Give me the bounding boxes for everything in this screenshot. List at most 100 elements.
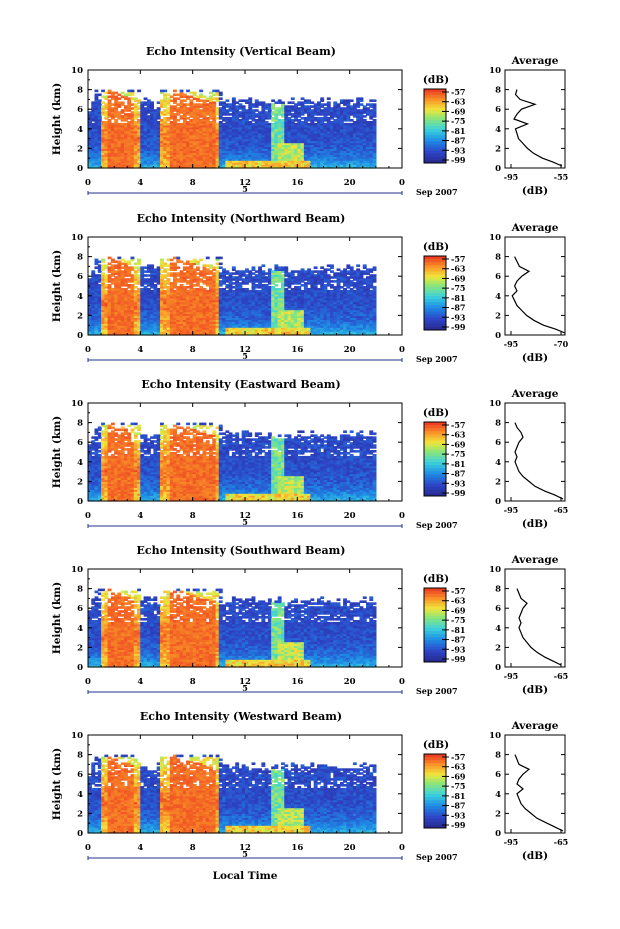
average-xlabel: (dB): [522, 185, 548, 197]
colorbar-tick-label: -75: [451, 116, 465, 126]
y-tick-label: 0: [77, 164, 83, 174]
heatmap-cells: [88, 422, 377, 502]
x-tick-label: 4: [137, 843, 143, 853]
colorbar-segment: [424, 655, 446, 660]
colorbar-segment: [424, 480, 446, 485]
y-tick-label: 4: [77, 458, 83, 468]
avg-y-tick-label: 0: [495, 829, 501, 839]
date-label: Sep 2007: [416, 354, 458, 364]
colorbar-segment: [424, 126, 446, 130]
colorbar-segment: [424, 104, 446, 108]
colorbar-segment: [424, 760, 446, 764]
colorbar-segment: [424, 311, 446, 316]
colorbar-segment: [424, 600, 446, 604]
colorbar-segment: [424, 652, 446, 657]
colorbar-segment: [424, 286, 446, 291]
y-axis-label: Height (km): [51, 582, 63, 654]
y-tick-label: 6: [77, 105, 83, 115]
colorbar-segment: [424, 159, 446, 164]
avg-y-tick-label: 6: [495, 438, 501, 448]
colorbar-tick-label: -99: [451, 820, 466, 830]
colorbar-segment: [424, 305, 446, 309]
avg-y-tick-label: 8: [495, 86, 501, 96]
colorbar-segment: [424, 803, 446, 807]
colorbar-tick-label: -87: [451, 303, 465, 313]
colorbar-segment: [424, 612, 446, 617]
colorbar-segment: [424, 92, 446, 96]
colorbar-segment: [424, 449, 446, 454]
colorbar-segment: [424, 101, 446, 105]
colorbar-segment: [424, 302, 446, 306]
colorbar-segment: [424, 317, 446, 322]
avg-y-tick-label: 10: [489, 399, 501, 409]
colorbar-segment: [424, 821, 446, 826]
avg-y-tick-label: 4: [495, 292, 501, 302]
avg-x-tick-label: -95: [504, 505, 518, 515]
colorbar-segment: [424, 431, 446, 435]
colorbar-unit: (dB): [423, 241, 449, 253]
colorbar-segment: [424, 609, 446, 614]
avg-y-tick-label: 4: [495, 125, 501, 135]
colorbar-segment: [424, 754, 446, 758]
average-xlabel: (dB): [522, 850, 548, 862]
panel-1: Echo Intensity (Northward Beam)0 4 8 12 16 20…: [51, 212, 569, 364]
colorbar-segment: [424, 812, 446, 817]
colorbar-frame: [423, 421, 447, 497]
avg-x-tick-label: -95: [504, 172, 518, 182]
date-label: Sep 2007: [416, 686, 458, 696]
colorbar-segment: [424, 422, 446, 426]
x-tick-label: 16: [291, 178, 303, 188]
colorbar-tick-label: -93: [451, 478, 466, 488]
colorbar-tick-label: -81: [451, 126, 465, 136]
y-tick-label: 2: [77, 643, 83, 653]
avg-y-tick-label: 6: [495, 770, 501, 780]
y-tick-label: 8: [77, 751, 83, 761]
colorbar-segment: [424, 646, 446, 651]
colorbar-segment: [424, 658, 446, 663]
avg-y-tick-label: 0: [495, 663, 501, 673]
y-tick-label: 8: [77, 253, 83, 263]
avg-y-tick-label: 0: [495, 331, 501, 341]
colorbar-segment: [424, 775, 446, 780]
colorbar-tick-label: -81: [451, 625, 465, 635]
x-tick-label: 20: [344, 843, 356, 853]
colorbar-segment: [424, 618, 446, 623]
colorbar-tick-label: -93: [451, 312, 466, 322]
average-title: Average: [511, 388, 559, 400]
colorbar-tick-label: -57: [451, 752, 465, 762]
x-tick-label: 0: [85, 843, 91, 853]
average-profile-line: [516, 588, 562, 666]
average-title: Average: [511, 222, 559, 234]
colorbar-segment: [424, 425, 446, 429]
x-tick-label: 16: [291, 677, 303, 687]
y-tick-label: 0: [77, 663, 83, 673]
heatmap-cells: [88, 754, 377, 834]
colorbar-segment: [424, 268, 446, 272]
colorbar-segment: [424, 308, 446, 312]
average-frame: [504, 734, 566, 834]
colorbar-segment: [424, 144, 446, 149]
colorbar-segment: [424, 256, 446, 260]
colorbar-segment: [424, 116, 446, 121]
x-tick-label: 20: [344, 677, 356, 687]
colorbar-segment: [424, 628, 446, 632]
x-tick-label: 16: [291, 843, 303, 853]
y-tick-label: 8: [77, 86, 83, 96]
colorbar-tick-label: -99: [451, 654, 466, 664]
x-tick-label: 0: [399, 345, 405, 355]
colorbar-segment: [424, 326, 446, 331]
avg-y-tick-label: 4: [495, 458, 501, 468]
y-axis-label: Height (km): [51, 250, 63, 322]
avg-y-tick-label: 10: [489, 233, 501, 243]
colorbar-segment: [424, 89, 446, 93]
y-tick-label: 10: [71, 399, 83, 409]
colorbar-segment: [424, 293, 446, 297]
x-axis-label: Local Time: [213, 870, 278, 882]
colorbar-segment: [424, 625, 446, 629]
colorbar-segment: [424, 824, 446, 829]
avg-x-tick-label: -65: [554, 671, 568, 681]
y-tick-label: 10: [71, 233, 83, 243]
colorbar-tick-label: -69: [451, 273, 466, 283]
colorbar-frame: [423, 587, 447, 663]
avg-x-tick-label: -55: [554, 172, 568, 182]
